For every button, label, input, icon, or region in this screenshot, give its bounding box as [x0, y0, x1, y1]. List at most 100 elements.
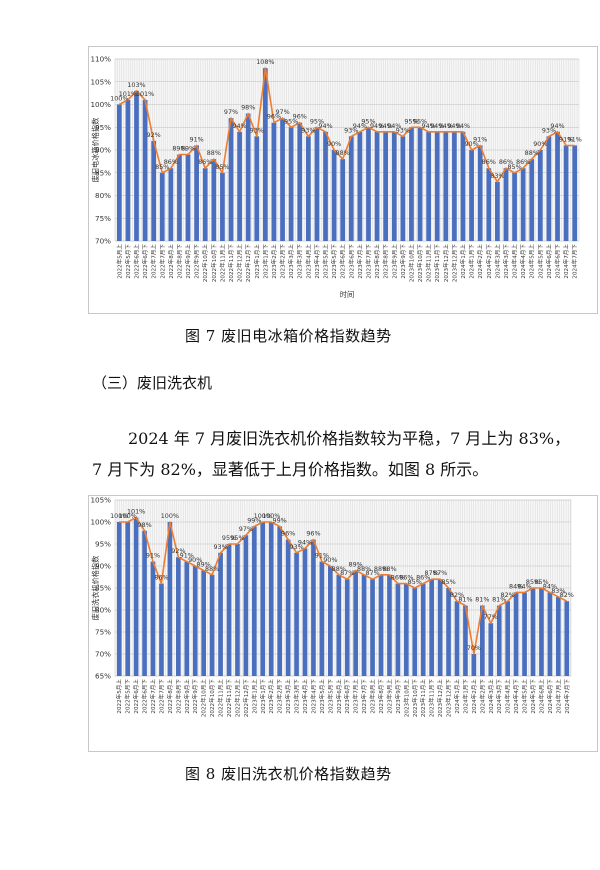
section-heading: （三）废旧洗衣机	[92, 374, 213, 392]
fig7-data-label: 91%	[559, 135, 573, 143]
fig8-data-label: 81%	[475, 596, 489, 604]
fig7-bar	[177, 154, 182, 241]
fig7-bar	[323, 131, 328, 241]
fig8-bar	[446, 588, 451, 676]
fig7-x-tick-label: 2023年3月上	[287, 244, 295, 279]
fig8-data-label: 86%	[399, 574, 413, 582]
fig8-bar	[243, 535, 249, 676]
fig8-data-label: 91%	[315, 552, 329, 560]
fig8-bar	[311, 539, 316, 676]
fig8-x-tick-label: 2023年10月上	[402, 679, 410, 718]
fig7-bar	[271, 122, 277, 241]
fig8-x-tick-label: 2023年6月下	[343, 679, 351, 714]
fig8-data-label: 89%	[197, 560, 211, 568]
fig8-bar	[116, 522, 122, 676]
fig7-data-label: 85%	[215, 163, 229, 171]
fig7-bar	[134, 90, 139, 241]
fig7-data-label: 90%	[464, 140, 478, 148]
fig8-data-label: 84%	[509, 582, 523, 590]
fig8-x-tick-label: 2023年8月上	[369, 679, 377, 714]
fig8-data-label: 91%	[180, 552, 194, 560]
fig7-bar	[202, 168, 208, 241]
fig7-bar	[288, 127, 294, 241]
fig8-x-tick-label: 2024年7月上	[554, 679, 562, 714]
fig8-x-tick-label: 2023年12月下	[445, 679, 453, 718]
fig8-data-label: 96%	[306, 530, 320, 538]
fig8-data-label: 100%	[262, 512, 280, 520]
figure-7-caption: 图 7 废旧电冰箱价格指数趋势	[185, 327, 392, 345]
fig8-data-label: 90%	[323, 556, 337, 564]
fig7-data-label: 93%	[542, 126, 556, 134]
fig7-bar	[314, 127, 320, 241]
fig7-data-label: 94%	[318, 122, 332, 130]
fig7-data-label: 85%	[507, 163, 521, 171]
fig8-data-label: 87%	[365, 569, 379, 577]
fig8-x-tick-label: 2023年4月上	[301, 679, 309, 714]
fig8-y-axis-label: 废旧洗衣机价格指数	[91, 556, 100, 621]
fig8-data-label: 77%	[484, 613, 498, 621]
fig7-bar	[546, 136, 552, 241]
fig7-x-tick-label: 2023年8月上	[373, 244, 381, 279]
fig7-data-label: 97%	[275, 108, 289, 116]
fig7-bar	[237, 131, 242, 241]
fig8-data-label: 98%	[137, 521, 151, 529]
fig8-data-label: 100%	[161, 512, 179, 520]
fig7-bar	[409, 127, 414, 241]
fig8-bar	[513, 592, 519, 676]
fig7-data-label: 91%	[190, 135, 204, 143]
fig8-data-label: 88%	[382, 565, 396, 573]
fig8-data-label: 85%	[441, 578, 455, 586]
fig7-bar	[391, 131, 397, 241]
fig8-bar	[133, 517, 139, 676]
fig7-bar	[477, 145, 483, 241]
fig8-data-label: 95%	[230, 534, 244, 542]
fig7-data-label: 95%	[310, 117, 324, 125]
fig8-data-label: 85%	[408, 578, 422, 586]
fig8-x-tick-label: 2023年1月下	[259, 679, 267, 714]
fig7-x-tick-label: 2023年6月上	[339, 244, 347, 279]
fig7-bar	[520, 168, 526, 241]
fig7-x-tick-label: 2024年1月下	[468, 244, 476, 279]
fig7-data-label: 94%	[447, 122, 461, 130]
fig8-x-tick-label: 2024年2月下	[478, 679, 486, 714]
fig7-bar	[434, 131, 440, 241]
fig7-data-label: 93%	[396, 126, 410, 134]
fig8-x-tick-label: 2022年6月下	[141, 679, 149, 714]
fig7-data-label: 94%	[430, 122, 444, 130]
fig8-bar	[370, 579, 375, 676]
fig7-x-tick-label: 2023年3月下	[296, 244, 304, 279]
fig8-y-tick-label: 105%	[90, 496, 111, 505]
fig8-trend-line	[119, 516, 568, 655]
fig7-x-tick-label: 2023年9月上	[390, 244, 398, 279]
fig7-x-tick-label: 2024年2月上	[476, 244, 484, 279]
fig7-x-tick-label: 2024年3月上	[493, 244, 501, 279]
fig8-x-tick-label: 2024年6月下	[546, 679, 554, 714]
fig7-data-label: 86%	[198, 158, 212, 166]
fig8-x-tick-label: 2023年11月下	[428, 679, 436, 718]
fig8-data-label: 99%	[247, 516, 261, 524]
fig7-y-tick-label: 80%	[95, 191, 111, 200]
fig8-x-tick-label: 2022年7月上	[149, 679, 157, 714]
fig8-bar	[142, 530, 147, 676]
fig8-y-tick-label: 95%	[95, 540, 111, 549]
fig7-bar	[563, 145, 569, 241]
fig8-x-tick-label: 2023年3月下	[293, 679, 301, 714]
fig7-y-tick-label: 75%	[95, 214, 111, 223]
fig7-data-label: 97%	[224, 108, 238, 116]
fig8-bar	[556, 596, 561, 676]
fig8-data-label: 85%	[526, 578, 540, 586]
fig8-data-label: 87%	[340, 569, 354, 577]
fig7-data-label: 108%	[256, 58, 274, 66]
fig7-trend-line	[118, 67, 575, 183]
fig7-x-tick-label: 2023年7月上	[356, 244, 364, 279]
fig8-bar	[454, 601, 460, 676]
fig7-data-label: 88%	[207, 149, 221, 157]
fig7-data-label: 94%	[370, 122, 384, 130]
fig7-data-label: 85%	[155, 163, 169, 171]
fig8-bar	[226, 544, 232, 676]
fig7-bar	[486, 168, 492, 241]
fig7-bar	[503, 168, 509, 241]
fig7-y-tick-label: 110%	[90, 55, 111, 64]
fig7-data-label: 89%	[172, 145, 186, 153]
fig8-x-tick-label: 2024年2月上	[470, 679, 478, 714]
